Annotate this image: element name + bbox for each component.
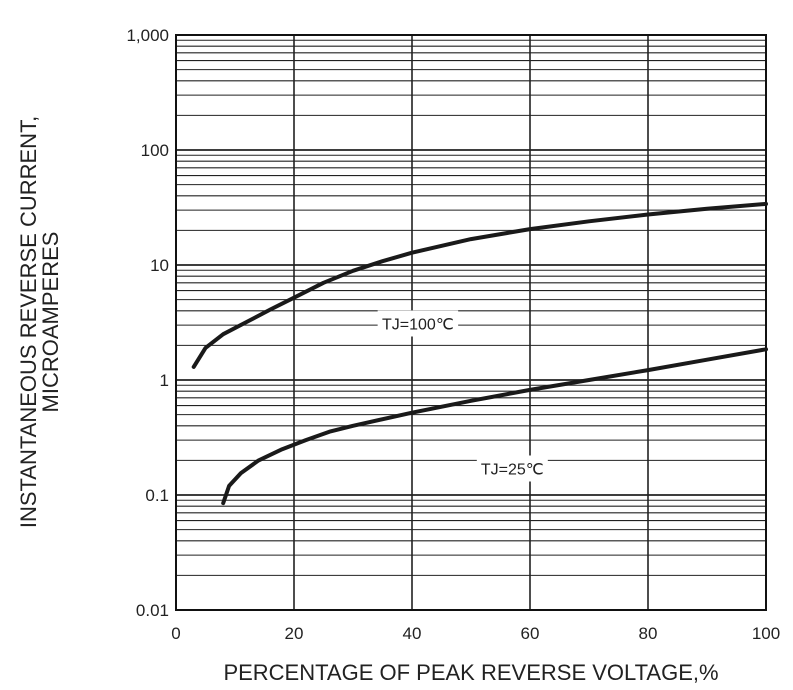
series-line-0 [191,201,768,369]
y-tick-label: 1 [160,371,169,390]
x-tick-labels: 0 20 40 60 80 100 [171,624,780,643]
series-label-bg-1 [476,455,548,482]
plot-frame [175,34,767,611]
series-label-0: TJ=100℃ [382,316,454,333]
series-line-1 [221,347,768,506]
y-axis-title-line1: INSTANTANEOUS REVERSE CURRENT, [16,116,41,528]
series-labels: TJ=100℃ TJ=25℃ [377,310,548,482]
series-label-1: TJ=25℃ [481,461,544,478]
x-tick-label: 0 [171,624,180,643]
y-tick-label: 0.1 [145,486,169,505]
y-tick-label: 0.01 [136,601,169,620]
x-tick-label: 80 [639,624,658,643]
curves [191,201,768,506]
y-tick-label: 1,000 [126,26,169,45]
x-axis-title: PERCENTAGE OF PEAK REVERSE VOLTAGE,% [223,660,718,685]
x-tick-label: 20 [285,624,304,643]
series-label-bg-0 [377,310,459,337]
y-tick-label: 100 [141,141,169,160]
grid [175,34,767,611]
x-tick-label: 60 [521,624,540,643]
y-tick-labels: 0.01 0.1 1 10 100 1,000 [126,26,169,620]
x-tick-label: 100 [752,624,780,643]
y-axis-title-line2: MICROAMPERES [38,232,63,413]
y-tick-label: 10 [150,256,169,275]
x-tick-label: 40 [403,624,422,643]
